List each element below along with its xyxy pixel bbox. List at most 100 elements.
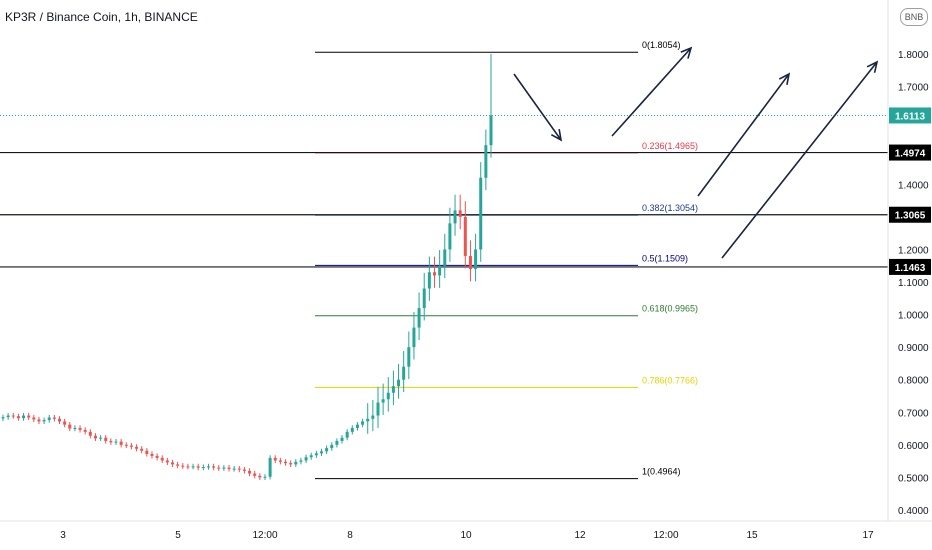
candle-body	[63, 421, 67, 425]
candle-body	[150, 453, 154, 456]
candle-body	[484, 145, 488, 178]
candle-body	[201, 467, 205, 469]
candle-body	[68, 424, 72, 429]
candle-body	[258, 475, 262, 478]
time-axis-tick-label: 5	[175, 530, 181, 541]
candle-body	[253, 473, 257, 476]
candle-body	[155, 455, 159, 458]
candle-body	[299, 460, 303, 462]
candle-body	[212, 466, 216, 468]
drawn-arrow-head	[778, 72, 791, 85]
horizontal-line-price-label: 1.1463	[895, 263, 926, 274]
horizontal-line-price-badge	[889, 206, 931, 223]
price-axis-tick-label: 0.7000	[898, 408, 929, 419]
time-axis-tick-label: 8	[347, 530, 353, 541]
candle-body	[371, 415, 375, 419]
drawn-arrow-line[interactable]	[697, 73, 790, 197]
candle-body	[330, 444, 334, 449]
price-axis-tick-label: 1.7000	[898, 83, 929, 94]
candle-body	[289, 463, 293, 465]
horizontal-line-price-label: 1.3065	[895, 211, 926, 222]
candle-body	[104, 437, 108, 441]
candle-body	[93, 435, 97, 439]
candle-body	[376, 402, 380, 416]
last-price-badge	[889, 107, 931, 124]
candle-body	[248, 470, 252, 474]
candle-body	[458, 210, 462, 217]
candle-body	[37, 419, 41, 422]
candle-body	[319, 451, 323, 454]
drawn-arrow-line[interactable]	[721, 61, 878, 259]
price-badges: 1.4974 1.3065 1.1463 1.6113	[889, 107, 931, 275]
candle-body	[263, 476, 267, 478]
fib-level-label: 0(1.8054)	[642, 40, 681, 50]
candle-body	[335, 440, 339, 445]
candle-body	[340, 437, 344, 441]
candle-body	[314, 453, 318, 456]
candle-body	[1, 417, 5, 419]
drawn-arrow-head	[866, 60, 879, 73]
currency-badge-button[interactable]: BNB	[900, 8, 928, 26]
candle-body	[165, 460, 169, 463]
candle-body	[109, 440, 113, 443]
price-axis-tick-label: 1.4000	[898, 180, 929, 191]
time-axis-tick-label: 15	[746, 530, 758, 541]
symbol-title: KP3R / Binance Coin, 1h, BINANCE	[5, 10, 198, 24]
drawn-arrow-line[interactable]	[513, 73, 562, 141]
candle-body	[176, 464, 180, 466]
price-axis-tick-label: 0.9000	[898, 343, 929, 354]
fib-level-label: 0.786(0.7766)	[642, 375, 698, 385]
candle-body	[350, 427, 354, 432]
time-axis[interactable]: 3 5 12:00 8 10 12 12:00 15 17	[60, 530, 874, 541]
candle-body	[140, 448, 144, 451]
candle-body	[402, 366, 406, 380]
drawn-arrow-line[interactable]	[611, 47, 692, 137]
drawn-arrow-head	[550, 129, 563, 142]
candle-body	[129, 445, 133, 447]
candle-body	[191, 466, 195, 468]
candle-body	[278, 460, 282, 462]
candle-body	[407, 347, 411, 367]
candle-body	[474, 249, 478, 269]
drawn-arrows[interactable]	[513, 46, 879, 259]
candle-body	[196, 466, 200, 468]
candle-body	[124, 444, 128, 446]
candle-body	[22, 415, 26, 419]
candle-body	[6, 415, 10, 418]
candle-body	[114, 441, 118, 443]
fib-level-label: 1(0.4964)	[642, 467, 681, 477]
horizontal-lines[interactable]	[0, 151, 888, 268]
candle-body	[206, 466, 210, 468]
candle-body	[217, 467, 221, 469]
candle-body	[438, 265, 442, 276]
candle-body	[52, 417, 56, 419]
candle-body	[42, 420, 46, 422]
candle-body	[443, 249, 447, 266]
candle-body	[227, 467, 231, 469]
candle-body	[448, 223, 452, 250]
candle-body	[273, 457, 277, 461]
candle-body	[27, 415, 31, 418]
candle-body	[345, 431, 349, 438]
candle-body	[73, 427, 77, 429]
candle-body	[361, 421, 365, 425]
candle-body	[381, 399, 385, 403]
time-axis-tick-label: 17	[862, 530, 874, 541]
candle-body	[284, 461, 288, 464]
candle-body	[242, 469, 246, 471]
candle-body	[432, 272, 436, 276]
candle-body	[145, 450, 149, 454]
candle-body	[78, 427, 82, 430]
horizontal-line-price-badge	[889, 144, 931, 161]
candle-body	[309, 455, 313, 458]
time-axis-tick-label: 12	[574, 530, 586, 541]
last-price-label: 1.6113	[895, 111, 925, 122]
candle-body	[186, 466, 190, 468]
time-axis-tick-label: 12:00	[252, 530, 277, 541]
candle-body	[268, 457, 272, 477]
candle-body	[422, 288, 426, 309]
fib-level-label: 0.5(1.1509)	[642, 253, 688, 263]
fib-level-label: 0.618(0.9965)	[642, 304, 698, 314]
